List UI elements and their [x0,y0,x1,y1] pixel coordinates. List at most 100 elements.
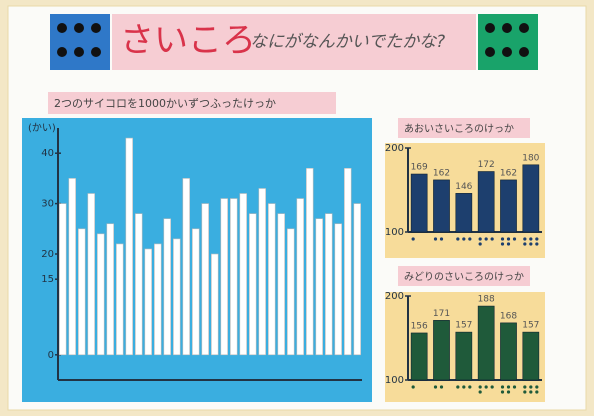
title: さいころ [120,21,256,61]
bar [433,320,450,381]
bar [258,188,266,356]
value-label: 188 [478,295,495,305]
bar [334,223,342,356]
pip [535,242,539,246]
die-pips [485,23,529,57]
value-label: 168 [500,311,517,321]
bar [522,331,540,381]
pip [529,385,533,389]
bar [78,228,86,356]
chart-title-band [48,92,336,114]
y-tick-label: 0 [48,350,54,361]
bar [315,218,323,356]
bar [125,137,133,356]
pip [484,385,488,389]
value-label: 162 [500,168,517,178]
value-label: 157 [522,321,539,331]
y-tick-label: 100 [385,227,404,238]
bar [296,198,304,356]
bar [182,178,190,356]
chart-title: みどりのさいころのけっか [404,271,524,283]
bar [87,193,95,356]
bar [173,238,181,356]
green-die [478,14,538,70]
value-label: 162 [433,168,450,178]
bar [477,171,495,233]
pip [512,237,517,241]
y-axis-label: (かい) [28,122,56,134]
pip [411,385,415,389]
bar [220,198,228,356]
pip [500,385,505,389]
pip [433,385,438,389]
pip [478,237,482,241]
pip [506,385,511,389]
pip [535,390,539,394]
pip [484,237,488,241]
pip [468,385,472,389]
pip [478,242,482,246]
chart-title: あおいさいころのけっか [404,123,514,135]
pip [478,385,482,389]
bar [455,331,473,381]
bar [325,213,333,356]
pip [523,390,527,394]
bar [277,213,285,356]
pip [490,385,494,389]
chart-title-band [398,118,530,138]
bar [500,179,517,233]
bar [433,179,450,233]
value-label: 157 [455,321,472,331]
pip [462,385,466,389]
bar [353,203,361,356]
pip [439,385,444,389]
pip [462,237,466,241]
pip [535,385,539,389]
bar [154,243,162,356]
pip [523,242,527,246]
bar [287,228,295,356]
bar [455,193,473,233]
bar [68,178,76,356]
value-label: 180 [522,153,539,163]
pip [529,237,533,241]
bar [522,164,540,233]
pip [529,242,533,246]
pip [490,237,494,241]
bar [230,198,238,356]
pip [456,385,460,389]
y-tick-label: 200 [385,143,404,154]
y-tick-label: 20 [41,249,54,260]
pip [468,237,472,241]
pip [535,237,539,241]
chart-title-band [398,266,530,286]
pip [506,237,511,241]
bar [135,213,143,356]
pip [506,242,511,246]
bar [211,253,219,356]
bar [192,228,200,356]
bar [268,203,276,356]
bar [306,168,314,356]
bar [106,223,114,356]
bar [410,173,428,233]
value-label: 169 [411,163,428,173]
value-label: 156 [411,321,428,331]
chart-title: 2つのサイコロを1000かいずつふったけっか [54,97,276,110]
y-tick-label: 100 [385,375,404,386]
pip [433,237,438,241]
bar [344,168,352,356]
y-tick-label: 40 [41,148,54,159]
bar [477,305,495,381]
bar [500,322,517,381]
bar [116,243,124,356]
pip [523,237,527,241]
bar [249,213,257,356]
pip [411,237,415,241]
bar [97,233,105,356]
pip [506,390,511,394]
bar [163,218,171,356]
pip [439,237,444,241]
pip [500,237,505,241]
